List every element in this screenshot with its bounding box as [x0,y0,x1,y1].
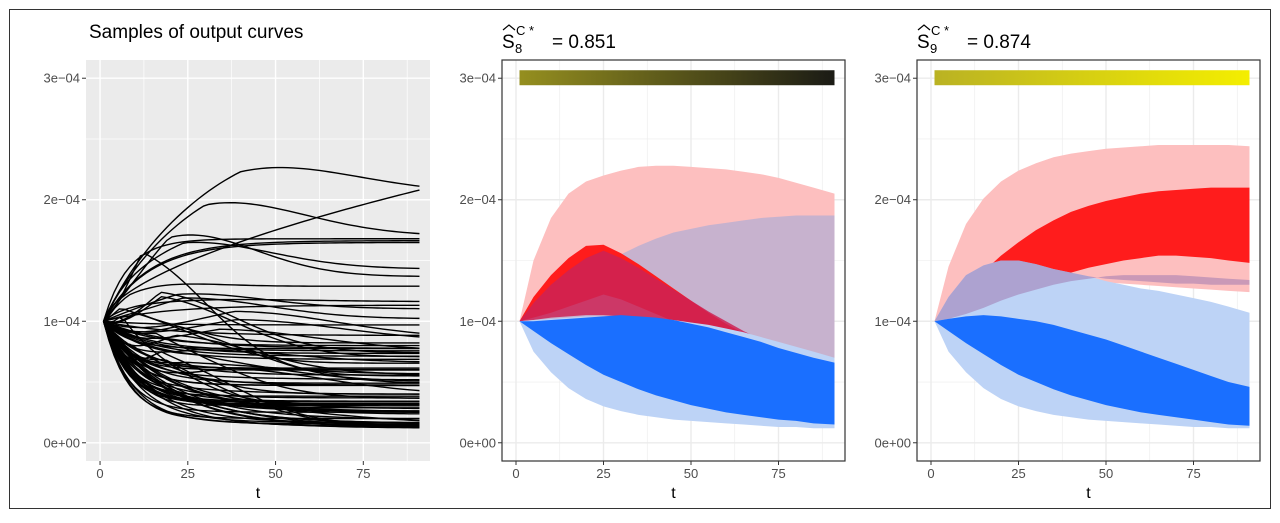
x-tick-label: 0 [927,466,934,481]
y-tick-label: 3e−04 [43,71,80,86]
x-axis-title: t [256,485,261,502]
sensitivity-gradient-bar [519,70,835,86]
sample-curve [103,318,420,338]
x-tick-label: 50 [684,466,698,481]
y-tick-label: 1e−04 [43,314,80,329]
sample-curve [103,320,420,352]
title-hat [917,24,931,31]
x-tick-label: 25 [596,466,610,481]
sample-curve [102,321,420,403]
sample-curve [102,321,420,397]
sample-curve [102,234,420,322]
x-tick-label: 50 [268,466,282,481]
chart-title: Samples of output curves [89,22,303,43]
sample-curve [103,320,420,349]
sample-curve [102,321,420,422]
sample-curve [103,310,420,334]
title-subscript: 9 [930,41,937,56]
x-axis-title: t [671,485,676,502]
sample-curve [102,320,420,409]
sensitivity-gradient-bar [934,70,1250,86]
sample-curve [102,166,420,322]
sample-curve [103,320,420,350]
y-tick-label: 0e+00 [459,435,496,450]
sample-curve [103,320,420,361]
title-symbol: S [502,32,515,53]
x-axis-title: t [1086,485,1091,502]
sample-curve [102,320,420,420]
sample-curve [102,320,420,386]
x-tick-label: 0 [512,466,519,481]
panel-2: 0 25 50 75 0e+00 1e−04 2e−04 3e−04 t S 8 C * = 0.851 [459,23,846,502]
sample-curve [102,320,420,363]
sample-curve [102,321,420,424]
sample-curve [103,320,420,384]
y-tick-label: 2e−04 [43,192,80,207]
y-tick-label: 0e+00 [43,435,80,450]
figure-border [9,9,1271,509]
y-tick-label: 0e+00 [874,435,911,450]
panel-border [916,59,1261,462]
sample-curve [102,241,420,322]
x-tick-label: 25 [1011,466,1025,481]
sample-curve [102,320,420,371]
quantile-band-5 [934,315,1250,426]
title-value: = 0.874 [967,32,1031,53]
y-tick-label: 2e−04 [874,192,911,207]
title-subscript: 8 [515,41,522,56]
x-tick-label: 50 [1099,466,1113,481]
sample-curve [103,320,420,326]
sample-curve [103,320,420,399]
x-tick-label: 75 [356,466,370,481]
sample-curve [102,189,420,322]
title-symbol: S [917,32,930,53]
sample-curve [103,283,420,322]
quantile-band-4 [519,250,835,365]
y-tick-label: 1e−04 [459,314,496,329]
sample-curve [102,238,420,322]
quantile-band-4 [934,260,1250,322]
sample-curve [102,321,420,406]
panel-1: 0 25 50 75 0e+00 1e−04 2e−04 3e−04 t Samples of o… [43,22,430,502]
quantile-band-6 [519,315,835,425]
title-superscript: C * [931,23,949,38]
y-tick-label: 1e−04 [874,314,911,329]
panel-border [501,59,846,462]
title-hat [502,24,516,31]
sample-curve [102,240,420,322]
y-tick-label: 3e−04 [874,71,911,86]
sample-curve [102,241,420,322]
sample-curve [102,320,420,375]
panel-3: 0 25 50 75 0e+00 1e−04 2e−04 3e−04 t S 9 C * = 0.874 [874,23,1261,502]
title-superscript: C * [516,23,534,38]
sample-curve [103,320,420,337]
sample-curve [102,321,420,429]
sample-curve [102,320,420,414]
x-tick-label: 75 [1186,466,1200,481]
sample-curve [103,304,420,322]
y-tick-label: 2e−04 [459,192,496,207]
y-tick-label: 3e−04 [459,71,496,86]
sample-curve [102,320,420,426]
x-tick-label: 25 [181,466,195,481]
sample-curve [103,297,420,322]
title-value: = 0.851 [552,32,616,53]
x-tick-label: 75 [771,466,785,481]
sample-curve [102,201,420,322]
x-tick-label: 0 [96,466,103,481]
